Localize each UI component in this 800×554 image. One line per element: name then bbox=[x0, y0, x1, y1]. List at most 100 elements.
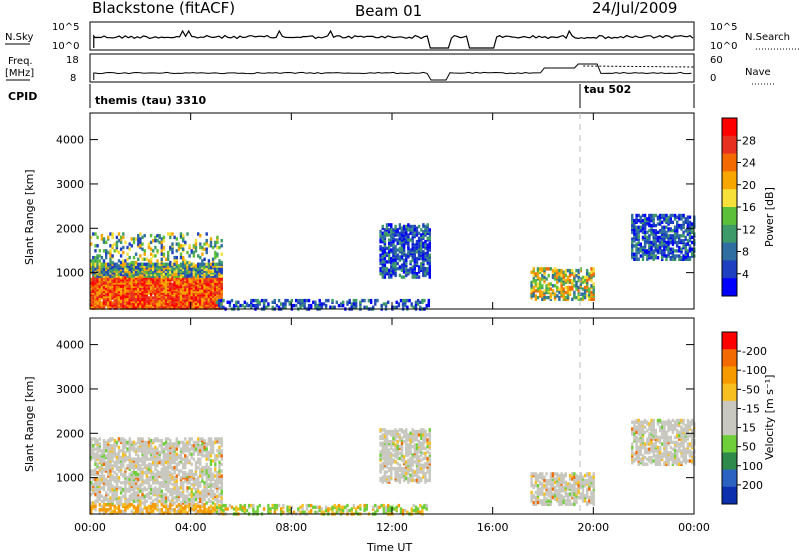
cell bbox=[132, 281, 136, 285]
cell bbox=[117, 449, 121, 453]
cell bbox=[139, 471, 142, 475]
cell bbox=[197, 501, 200, 505]
velocity-data bbox=[90, 418, 696, 516]
cell bbox=[211, 447, 215, 451]
cell bbox=[635, 220, 638, 224]
cell bbox=[318, 505, 321, 509]
cell bbox=[139, 482, 142, 487]
cell bbox=[192, 254, 196, 258]
cell bbox=[194, 266, 198, 270]
cell bbox=[130, 484, 133, 488]
cell bbox=[420, 256, 423, 261]
cell bbox=[239, 303, 242, 308]
cell bbox=[237, 305, 240, 309]
cell bbox=[149, 447, 153, 451]
cell bbox=[560, 274, 563, 278]
cell bbox=[115, 240, 119, 245]
cell bbox=[96, 281, 99, 285]
cell bbox=[90, 492, 93, 497]
cell bbox=[139, 284, 142, 288]
cell bbox=[154, 497, 157, 502]
cell bbox=[124, 477, 127, 482]
cell bbox=[648, 244, 651, 248]
cell bbox=[646, 230, 649, 235]
cell bbox=[124, 445, 127, 450]
cell bbox=[192, 496, 196, 500]
cell bbox=[592, 274, 595, 278]
cell bbox=[139, 459, 142, 463]
cell bbox=[184, 240, 187, 245]
cell bbox=[145, 509, 148, 514]
cell bbox=[160, 245, 163, 250]
cell bbox=[184, 442, 187, 446]
cell bbox=[149, 465, 153, 470]
cell bbox=[92, 437, 95, 441]
cell bbox=[220, 279, 223, 283]
cell bbox=[641, 225, 645, 229]
cell bbox=[327, 298, 330, 303]
cell bbox=[633, 225, 636, 229]
cell bbox=[412, 305, 415, 309]
cell bbox=[385, 260, 389, 264]
cell bbox=[218, 464, 221, 468]
cell bbox=[190, 267, 193, 272]
cell bbox=[218, 281, 221, 285]
cell bbox=[426, 223, 429, 227]
colorbar-swatch bbox=[722, 242, 737, 261]
cell bbox=[171, 508, 174, 512]
cell bbox=[124, 267, 127, 272]
cell bbox=[586, 294, 589, 298]
cell bbox=[428, 228, 431, 232]
cell bbox=[182, 284, 185, 288]
cell bbox=[218, 302, 221, 306]
cell bbox=[553, 294, 557, 298]
cell bbox=[184, 284, 187, 288]
cell bbox=[115, 244, 119, 248]
cell bbox=[141, 257, 144, 261]
cell bbox=[109, 465, 112, 470]
cell bbox=[128, 472, 131, 477]
cell bbox=[124, 281, 127, 285]
cell bbox=[128, 439, 131, 443]
cell bbox=[402, 267, 406, 271]
cell bbox=[344, 505, 347, 509]
cell bbox=[107, 298, 110, 302]
cell bbox=[160, 447, 163, 451]
cell bbox=[175, 504, 178, 509]
cell bbox=[92, 262, 95, 266]
cell bbox=[207, 279, 211, 283]
cell bbox=[92, 477, 95, 482]
cell bbox=[547, 267, 550, 271]
cell bbox=[160, 440, 163, 445]
cell bbox=[553, 272, 557, 276]
cell bbox=[639, 225, 642, 229]
cell bbox=[541, 294, 544, 298]
cell bbox=[117, 452, 121, 456]
cell bbox=[581, 275, 585, 280]
cell bbox=[588, 294, 591, 298]
cell bbox=[556, 274, 559, 278]
cell bbox=[635, 225, 638, 229]
cell bbox=[130, 244, 133, 248]
cell bbox=[94, 279, 97, 283]
cell bbox=[186, 287, 189, 292]
cell bbox=[126, 245, 129, 250]
cell bbox=[199, 267, 202, 272]
cell bbox=[199, 234, 202, 238]
cell bbox=[388, 238, 391, 242]
cell bbox=[122, 503, 125, 507]
cell bbox=[100, 272, 104, 277]
cell bbox=[143, 267, 146, 272]
cell bbox=[169, 445, 172, 450]
cell bbox=[661, 249, 664, 253]
cell bbox=[98, 445, 101, 450]
cell bbox=[167, 257, 170, 261]
cell bbox=[188, 284, 191, 288]
cell bbox=[402, 275, 406, 279]
cell bbox=[410, 302, 413, 306]
cell bbox=[102, 259, 106, 263]
cell bbox=[132, 472, 136, 477]
cell bbox=[194, 489, 198, 493]
cell bbox=[141, 467, 144, 471]
cell bbox=[92, 484, 95, 488]
